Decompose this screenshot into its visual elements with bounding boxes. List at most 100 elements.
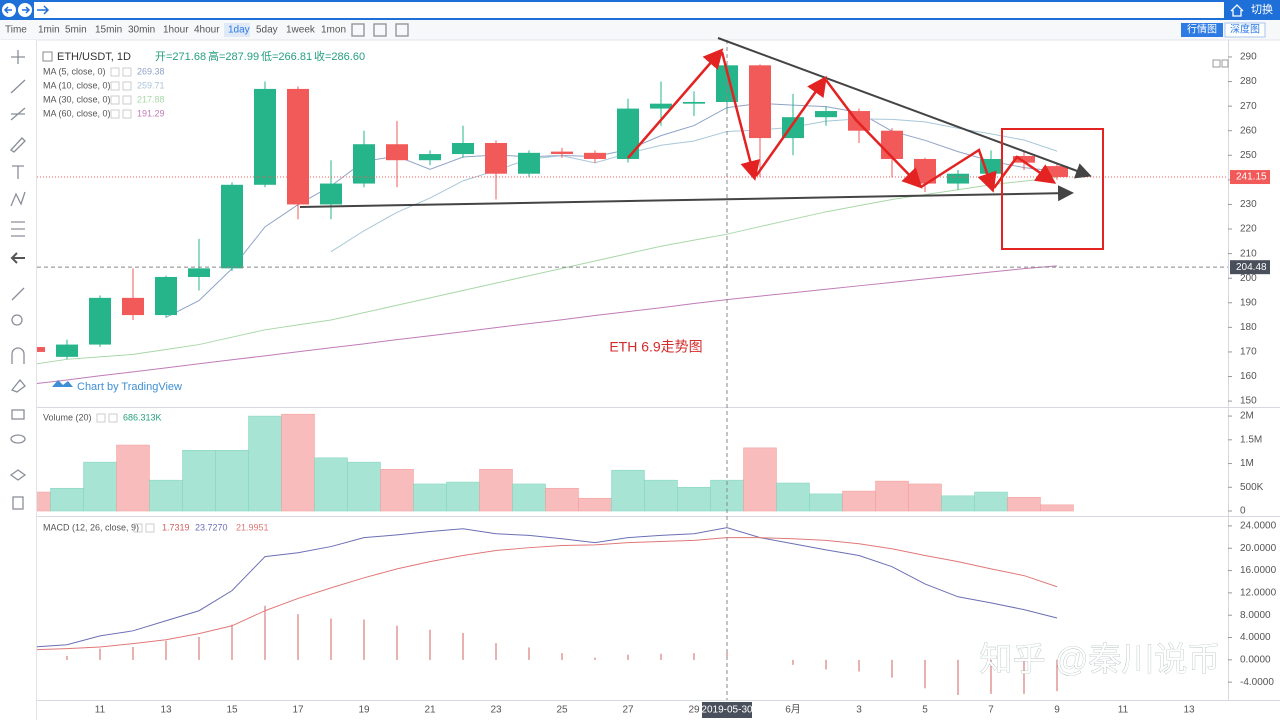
back-tool[interactable] xyxy=(10,252,25,264)
ohlc-value: 收=286.60 xyxy=(314,49,365,63)
switch-button[interactable]: 切换 xyxy=(1251,2,1273,16)
fib-tool[interactable] xyxy=(10,107,26,121)
address-icon xyxy=(37,5,50,15)
legend-button[interactable] xyxy=(108,413,118,423)
interval[interactable]: 30min xyxy=(128,25,155,36)
collapse-icon[interactable] xyxy=(42,51,53,62)
legend-button[interactable] xyxy=(96,413,106,423)
interval[interactable]: 1hour xyxy=(163,25,189,36)
legend-button[interactable] xyxy=(110,81,120,91)
volume-bar xyxy=(908,483,942,512)
interval[interactable]: 1min xyxy=(38,25,60,36)
y-tick-label: 290 xyxy=(1240,52,1257,63)
interval[interactable]: 1week xyxy=(286,25,316,36)
pattern-tool[interactable] xyxy=(10,191,26,207)
macd-readout: 1.7319 xyxy=(162,522,190,532)
brush-tool[interactable] xyxy=(10,137,26,153)
legend-button[interactable] xyxy=(145,523,155,533)
zoom-tool[interactable] xyxy=(11,314,23,326)
trendline-tool[interactable] xyxy=(10,79,26,94)
x-tick-label: 17 xyxy=(292,705,304,716)
interval[interactable]: 1day xyxy=(228,25,250,36)
interval[interactable]: 5day xyxy=(256,25,278,36)
tv-logo xyxy=(52,380,73,387)
draw-mode-tool[interactable] xyxy=(10,378,26,393)
delete-tool[interactable] xyxy=(12,496,24,510)
legend-button[interactable] xyxy=(133,523,143,533)
volume-title: Volume (20) xyxy=(43,412,92,422)
view-label[interactable]: 深度图 xyxy=(1230,23,1260,36)
compare-icon[interactable] xyxy=(351,23,365,37)
y-tick-label: 170 xyxy=(1240,347,1257,358)
y-tick-label: 1.5M xyxy=(1240,434,1262,445)
visibility-tool[interactable] xyxy=(10,434,26,444)
ohlc-value: 开=271.68 xyxy=(155,51,206,63)
address-bar[interactable] xyxy=(34,2,1224,18)
ma-legend-value: 269.38 xyxy=(137,66,165,76)
ma-legend-value: 259.71 xyxy=(137,80,165,90)
legend-button[interactable] xyxy=(110,95,120,105)
candle-body xyxy=(815,111,837,118)
crosshair-tool[interactable] xyxy=(11,50,25,64)
last-price-box xyxy=(1230,170,1270,185)
magnet-tool[interactable] xyxy=(11,347,25,364)
y-tick-label: 4.0000 xyxy=(1240,632,1271,643)
macd-readout: 23.7270 xyxy=(195,522,228,532)
volume-bar xyxy=(842,490,876,512)
layers-tool[interactable] xyxy=(9,469,27,481)
interval[interactable]: 15min xyxy=(95,25,122,36)
drawings xyxy=(299,37,1104,250)
lock-tool[interactable] xyxy=(11,409,25,420)
interval[interactable]: 5min xyxy=(65,25,87,36)
panes xyxy=(37,40,1280,701)
interval[interactable]: 1mon xyxy=(321,25,346,36)
x-tick-label: 11 xyxy=(95,705,106,716)
view-button[interactable] xyxy=(1224,22,1266,38)
pane-button[interactable] xyxy=(1212,59,1221,68)
arrow xyxy=(920,148,997,193)
text-tool[interactable] xyxy=(12,165,24,179)
ohlc-value: 低=266.81 xyxy=(261,50,312,63)
interval[interactable]: 4hour xyxy=(194,25,220,36)
candle-body xyxy=(287,88,309,205)
volume-bar xyxy=(644,479,678,512)
indicator-icon[interactable] xyxy=(373,23,387,37)
candle-body xyxy=(749,65,771,139)
candle-body xyxy=(56,344,78,357)
prediction-tool[interactable] xyxy=(11,221,25,237)
candle-body xyxy=(518,152,540,174)
crosshair-time-label: 2019-05-30 xyxy=(701,705,753,716)
candle-body xyxy=(485,142,507,174)
ruler-tool[interactable] xyxy=(11,287,25,301)
candle-body xyxy=(320,183,342,205)
interval[interactable]: Time xyxy=(5,25,27,36)
legend-button[interactable] xyxy=(122,109,132,119)
settings-icon[interactable] xyxy=(395,23,409,37)
legend-button[interactable] xyxy=(110,109,120,119)
home-icon[interactable] xyxy=(1230,4,1244,17)
candle-body xyxy=(419,154,441,161)
candle-body xyxy=(89,297,111,345)
last-price-label: 241.15 xyxy=(1236,172,1267,183)
candle-body xyxy=(122,297,144,316)
y-tick-label: 220 xyxy=(1240,224,1257,235)
legend-button[interactable] xyxy=(122,81,132,91)
chart-credit[interactable]: Chart by TradingView xyxy=(77,381,182,393)
legend-button[interactable] xyxy=(122,95,132,105)
y-tick-label: 250 xyxy=(1240,150,1257,161)
x-tick-label: 13 xyxy=(160,705,172,716)
legend-button[interactable] xyxy=(110,67,120,77)
x-tick-label: 27 xyxy=(622,705,634,716)
arrow xyxy=(754,75,827,177)
volume-bar xyxy=(578,497,612,512)
volume-bar xyxy=(776,482,810,512)
view-button-active[interactable] xyxy=(1181,23,1223,37)
view-label[interactable]: 行情图 xyxy=(1187,23,1217,36)
legend-button[interactable] xyxy=(122,67,132,77)
ma-legend-value: 217.88 xyxy=(137,94,165,104)
ma-line xyxy=(37,265,1058,385)
resistance-line xyxy=(717,37,1092,179)
axes: 1501601701801902002102202302402502602702… xyxy=(95,52,1277,716)
crosshair-price-label: 204.48 xyxy=(1236,262,1267,273)
pane-button[interactable] xyxy=(1221,59,1229,68)
